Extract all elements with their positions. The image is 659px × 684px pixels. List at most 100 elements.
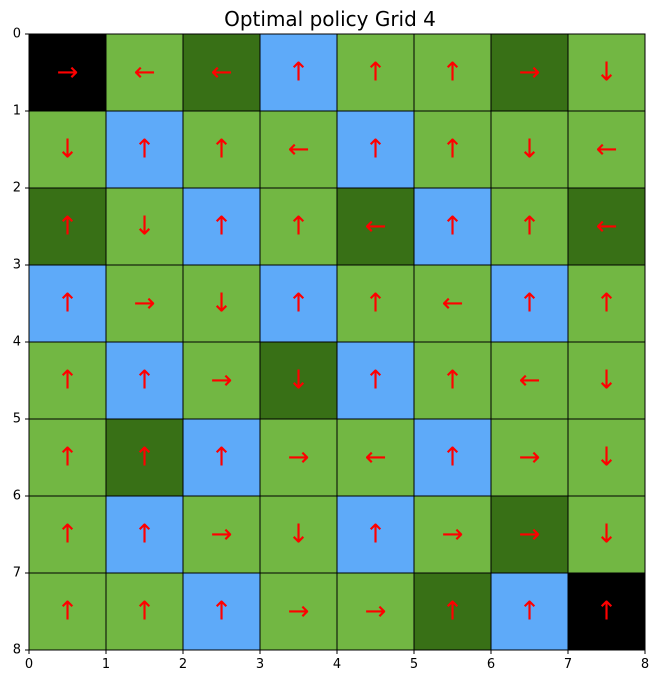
x-tick-label-6: 6 — [487, 657, 495, 672]
y-axis: 0 1 2 3 4 5 6 7 8 — [13, 27, 29, 658]
policy-arrow-r0-c2: ← — [211, 58, 233, 88]
grid-cell-r0-c7 — [567, 33, 646, 112]
grid-cell-r5-c4 — [336, 418, 415, 497]
policy-arrow-r4-c5: ↑ — [442, 366, 464, 396]
grid-cell-r3-c6 — [490, 264, 569, 343]
policy-arrow-r0-c1: ← — [134, 58, 156, 88]
grid-cell-r7-c2 — [182, 572, 261, 651]
policy-arrow-r1-c5: ↑ — [442, 135, 464, 165]
chart-title: Optimal policy Grid 4 — [224, 7, 436, 31]
policy-arrow-r1-c1: ↑ — [134, 135, 156, 165]
grid-cell-r1-c3 — [259, 110, 338, 189]
policy-arrow-r6-c2: → — [211, 520, 233, 550]
policy-arrow-r1-c2: ↑ — [211, 135, 233, 165]
policy-arrow-r7-c0: ↑ — [57, 597, 79, 627]
policy-arrow-r4-c4: ↑ — [365, 366, 387, 396]
policy-arrow-r3-c4: ↑ — [365, 289, 387, 319]
y-tick-label-4: 4 — [13, 335, 21, 350]
grid-cell-r4-c7 — [567, 341, 646, 420]
grid-cell-r6-c7 — [567, 495, 646, 574]
x-tick-label-2: 2 — [179, 657, 187, 672]
grid-cell-r4-c3 — [259, 341, 338, 420]
policy-arrow-r2-c7: ← — [596, 212, 618, 242]
policy-arrow-r5-c6: → — [519, 443, 541, 473]
policy-arrow-r3-c6: ↑ — [519, 289, 541, 319]
y-tick-label-6: 6 — [13, 489, 21, 504]
grid-cell-r0-c0 — [28, 33, 107, 112]
policy-arrow-r0-c6: → — [519, 58, 541, 88]
x-tick-label-4: 4 — [333, 657, 341, 672]
grid-cell-r7-c4 — [336, 572, 415, 651]
grid-cell-r3-c3 — [259, 264, 338, 343]
policy-arrow-r4-c2: → — [211, 366, 233, 396]
policy-arrow-r1-c4: ↑ — [365, 135, 387, 165]
policy-arrow-r2-c1: ↓ — [134, 212, 156, 242]
policy-arrow-r7-c4: → — [365, 597, 387, 627]
policy-arrow-r2-c6: ↑ — [519, 212, 541, 242]
grid-cell-r2-c6 — [490, 187, 569, 266]
policy-arrow-r6-c5: → — [442, 520, 464, 550]
policy-arrow-r0-c3: ↑ — [288, 58, 310, 88]
policy-arrow-r6-c4: ↑ — [365, 520, 387, 550]
policy-arrow-r4-c3: ↓ — [288, 366, 310, 396]
x-tick-label-3: 3 — [256, 657, 264, 672]
policy-arrow-r6-c6: → — [519, 520, 541, 550]
grid-cell-r6-c4 — [336, 495, 415, 574]
grid-cell-r2-c5 — [413, 187, 492, 266]
x-tick-label-0: 0 — [25, 657, 33, 672]
policy-arrow-r0-c7: ↓ — [596, 58, 618, 88]
policy-arrow-r6-c7: ↓ — [596, 520, 618, 550]
grid-cell-r0-c5 — [413, 33, 492, 112]
policy-arrow-r6-c0: ↑ — [57, 520, 79, 550]
grid-cell-r0-c4 — [336, 33, 415, 112]
policy-arrow-r4-c0: ↑ — [57, 366, 79, 396]
grid-cell-r5-c5 — [413, 418, 492, 497]
grid-cell-r1-c1 — [105, 110, 184, 189]
y-tick-label-0: 0 — [13, 27, 21, 42]
grid-cell-r3-c4 — [336, 264, 415, 343]
grid-cell-r6-c1 — [105, 495, 184, 574]
grid-cell-r2-c3 — [259, 187, 338, 266]
policy-arrow-r2-c3: ↑ — [288, 212, 310, 242]
x-tick-label-1: 1 — [102, 657, 110, 672]
policy-arrow-r2-c4: ← — [365, 212, 387, 242]
grid-cell-r5-c6 — [490, 418, 569, 497]
policy-arrow-r5-c1: ↑ — [134, 443, 156, 473]
x-tick-label-5: 5 — [410, 657, 418, 672]
grid-cell-r1-c5 — [413, 110, 492, 189]
grid-cell-r0-c1 — [105, 33, 184, 112]
grid-cell-r6-c2 — [182, 495, 261, 574]
grid-cell-r4-c4 — [336, 341, 415, 420]
policy-arrow-r1-c7: ← — [596, 135, 618, 165]
x-tick-label-7: 7 — [564, 657, 572, 672]
grid-cell-r3-c2 — [182, 264, 261, 343]
policy-arrow-r7-c7: ↑ — [596, 597, 618, 627]
policy-arrow-r0-c5: ↑ — [442, 58, 464, 88]
policy-arrow-r1-c6: ↓ — [519, 135, 541, 165]
policy-arrow-r7-c1: ↑ — [134, 597, 156, 627]
grid-cell-r2-c2 — [182, 187, 261, 266]
policy-arrow-r0-c4: ↑ — [365, 58, 387, 88]
policy-arrow-r4-c1: ↑ — [134, 366, 156, 396]
grid-cell-r4-c6 — [490, 341, 569, 420]
grid-cell-r6-c5 — [413, 495, 492, 574]
policy-arrow-r3-c3: ↑ — [288, 289, 310, 319]
grid-cell-r2-c1 — [105, 187, 184, 266]
policy-arrow-r7-c2: ↑ — [211, 597, 233, 627]
grid-cell-r5-c1 — [105, 418, 184, 497]
grid-cell-r6-c0 — [28, 495, 107, 574]
policy-arrow-r6-c3: ↓ — [288, 520, 310, 550]
grid-cell-r0-c3 — [259, 33, 338, 112]
y-tick-label-8: 8 — [13, 643, 21, 658]
grid-cell-r1-c7 — [567, 110, 646, 189]
policy-arrow-r3-c2: ↓ — [211, 289, 233, 319]
grid-cell-r4-c2 — [182, 341, 261, 420]
grid-cell-r5-c2 — [182, 418, 261, 497]
policy-arrow-r0-c0: → — [57, 58, 79, 88]
grid-cell-r6-c6 — [490, 495, 569, 574]
policy-arrow-r2-c0: ↑ — [57, 212, 79, 242]
grid-cell-r7-c7 — [567, 572, 646, 651]
y-tick-label-2: 2 — [13, 181, 21, 196]
grid-cell-r3-c0 — [28, 264, 107, 343]
policy-arrow-r3-c1: → — [134, 289, 156, 319]
